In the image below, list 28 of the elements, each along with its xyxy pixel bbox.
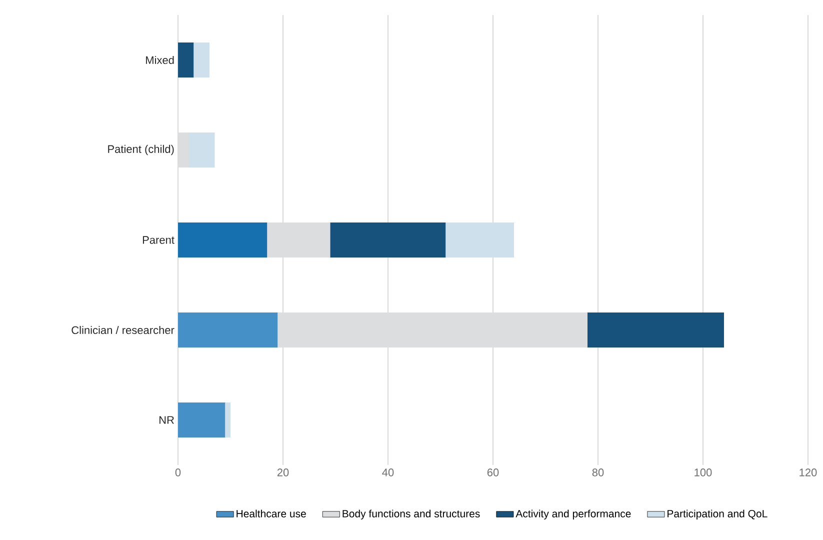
y-tick-label: Parent xyxy=(142,236,174,244)
x-tick-label: 80 xyxy=(592,468,604,476)
x-tick-label: 120 xyxy=(800,468,817,476)
bar xyxy=(330,222,446,258)
bar xyxy=(178,402,226,438)
bar xyxy=(267,222,330,258)
x-tick-label: 60 xyxy=(487,468,499,476)
legend-label: Body functions and structures xyxy=(342,510,480,520)
bar xyxy=(278,312,588,348)
bar xyxy=(446,222,514,258)
bar xyxy=(194,42,210,78)
x-tick-label: 20 xyxy=(277,468,289,476)
x-tick-label: 40 xyxy=(382,468,394,476)
bar xyxy=(587,312,724,348)
bar xyxy=(225,402,230,438)
bar xyxy=(178,312,278,348)
legend-label: Participation and QoL xyxy=(668,510,768,520)
legend-label: Healthcare use xyxy=(236,510,306,518)
y-tick-label: Clinician / researcher xyxy=(72,326,174,334)
legend-label: Activity and performance xyxy=(516,510,631,520)
bar xyxy=(178,222,268,258)
x-tick-label: 100 xyxy=(694,468,712,476)
y-tick-label: NR xyxy=(159,416,174,424)
y-tick-label: Patient (child) xyxy=(108,144,174,156)
x-tick-label: 0 xyxy=(175,468,181,476)
y-tick-label: Mixed xyxy=(146,56,174,64)
bar xyxy=(188,132,215,168)
bar xyxy=(178,42,194,78)
